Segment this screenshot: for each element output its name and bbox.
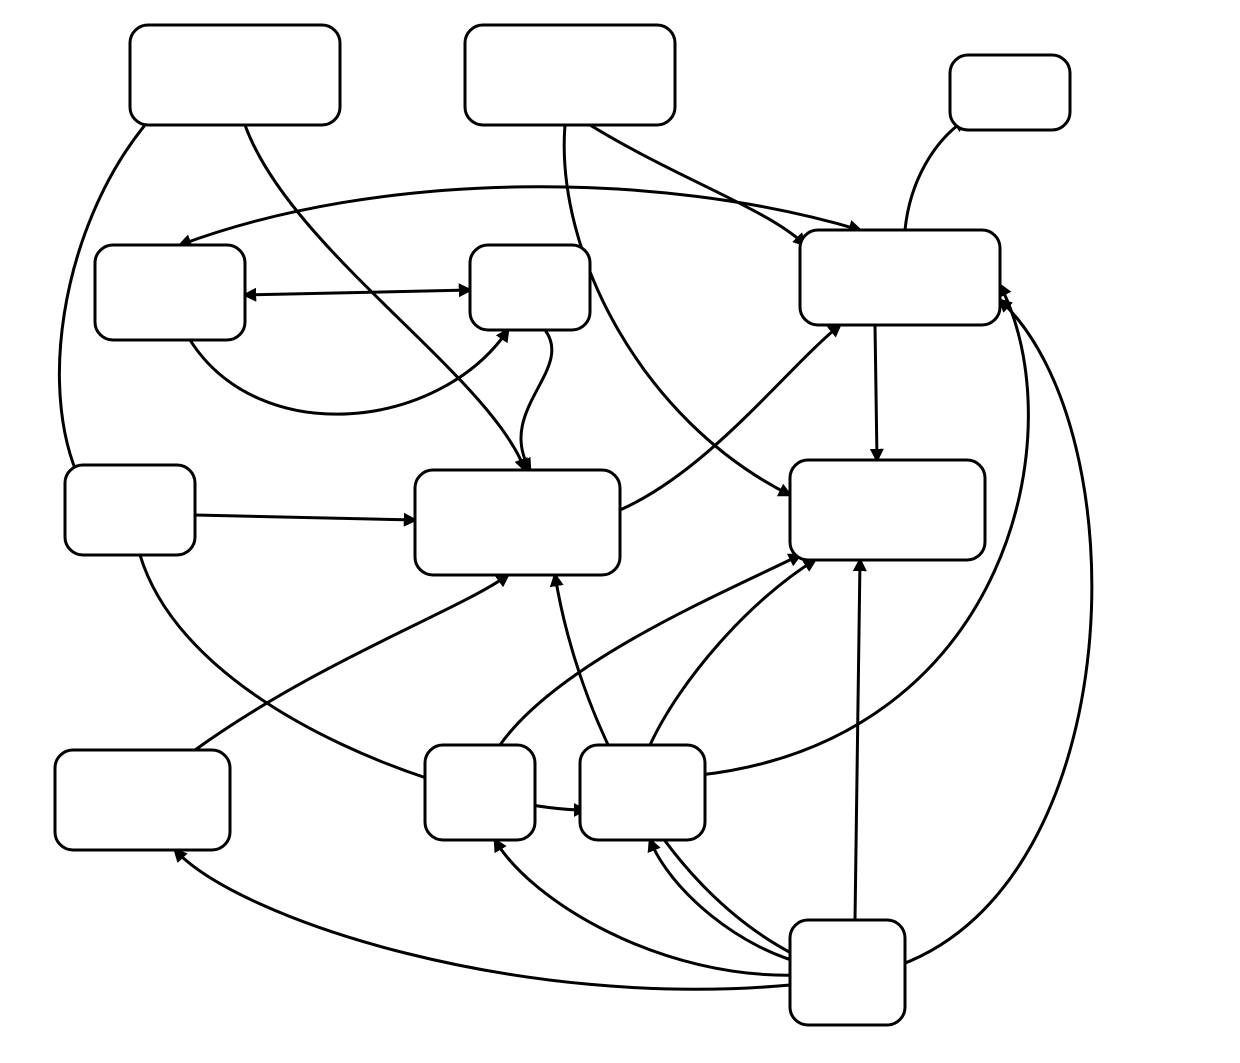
- edge: [195, 515, 415, 520]
- edge: [521, 330, 552, 470]
- node-n11: [425, 745, 535, 840]
- network-diagram: [0, 0, 1240, 1063]
- node-n4: [95, 245, 245, 340]
- node-n8: [415, 470, 620, 575]
- edge: [180, 187, 860, 245]
- node-n2: [465, 25, 675, 125]
- edge: [855, 560, 860, 920]
- edge: [900, 300, 1092, 965]
- node-n10: [55, 750, 230, 850]
- edge: [500, 555, 800, 745]
- node-n3: [950, 55, 1070, 130]
- edge: [905, 120, 965, 230]
- edge: [245, 290, 470, 295]
- edge: [195, 575, 508, 750]
- node-n1: [130, 25, 340, 125]
- node-n5: [470, 245, 590, 330]
- node-n12: [580, 745, 705, 840]
- edge: [495, 840, 800, 975]
- edge: [175, 850, 790, 989]
- edge: [590, 125, 805, 245]
- node-n7: [65, 465, 195, 555]
- node-n13: [790, 920, 905, 1025]
- edge: [650, 840, 810, 965]
- edge: [190, 330, 508, 414]
- edge: [875, 325, 877, 460]
- node-n9: [790, 460, 985, 560]
- edge: [564, 125, 790, 495]
- node-n6: [800, 230, 1000, 325]
